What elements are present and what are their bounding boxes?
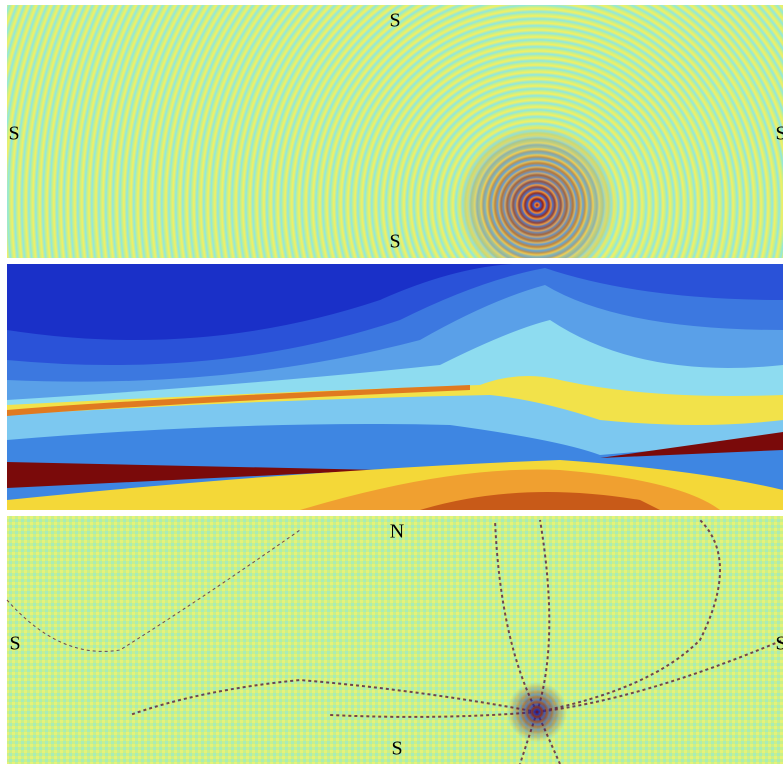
- wavefield-panel: S S S S: [7, 5, 783, 258]
- velocity-model-panel: [7, 264, 783, 510]
- label: S: [775, 123, 783, 145]
- layers: [7, 264, 783, 510]
- label: S: [8, 123, 19, 145]
- image-panel: N S S S: [7, 516, 783, 764]
- label: S: [775, 633, 783, 655]
- label: N: [390, 521, 404, 543]
- label: S: [389, 231, 400, 253]
- label: S: [389, 10, 400, 32]
- figure: S S S S: [0, 0, 783, 764]
- label: S: [391, 738, 402, 760]
- page: S S S S: [0, 0, 783, 764]
- source-burst: [7, 516, 783, 764]
- label: S: [9, 633, 20, 655]
- source-core: [7, 5, 783, 258]
